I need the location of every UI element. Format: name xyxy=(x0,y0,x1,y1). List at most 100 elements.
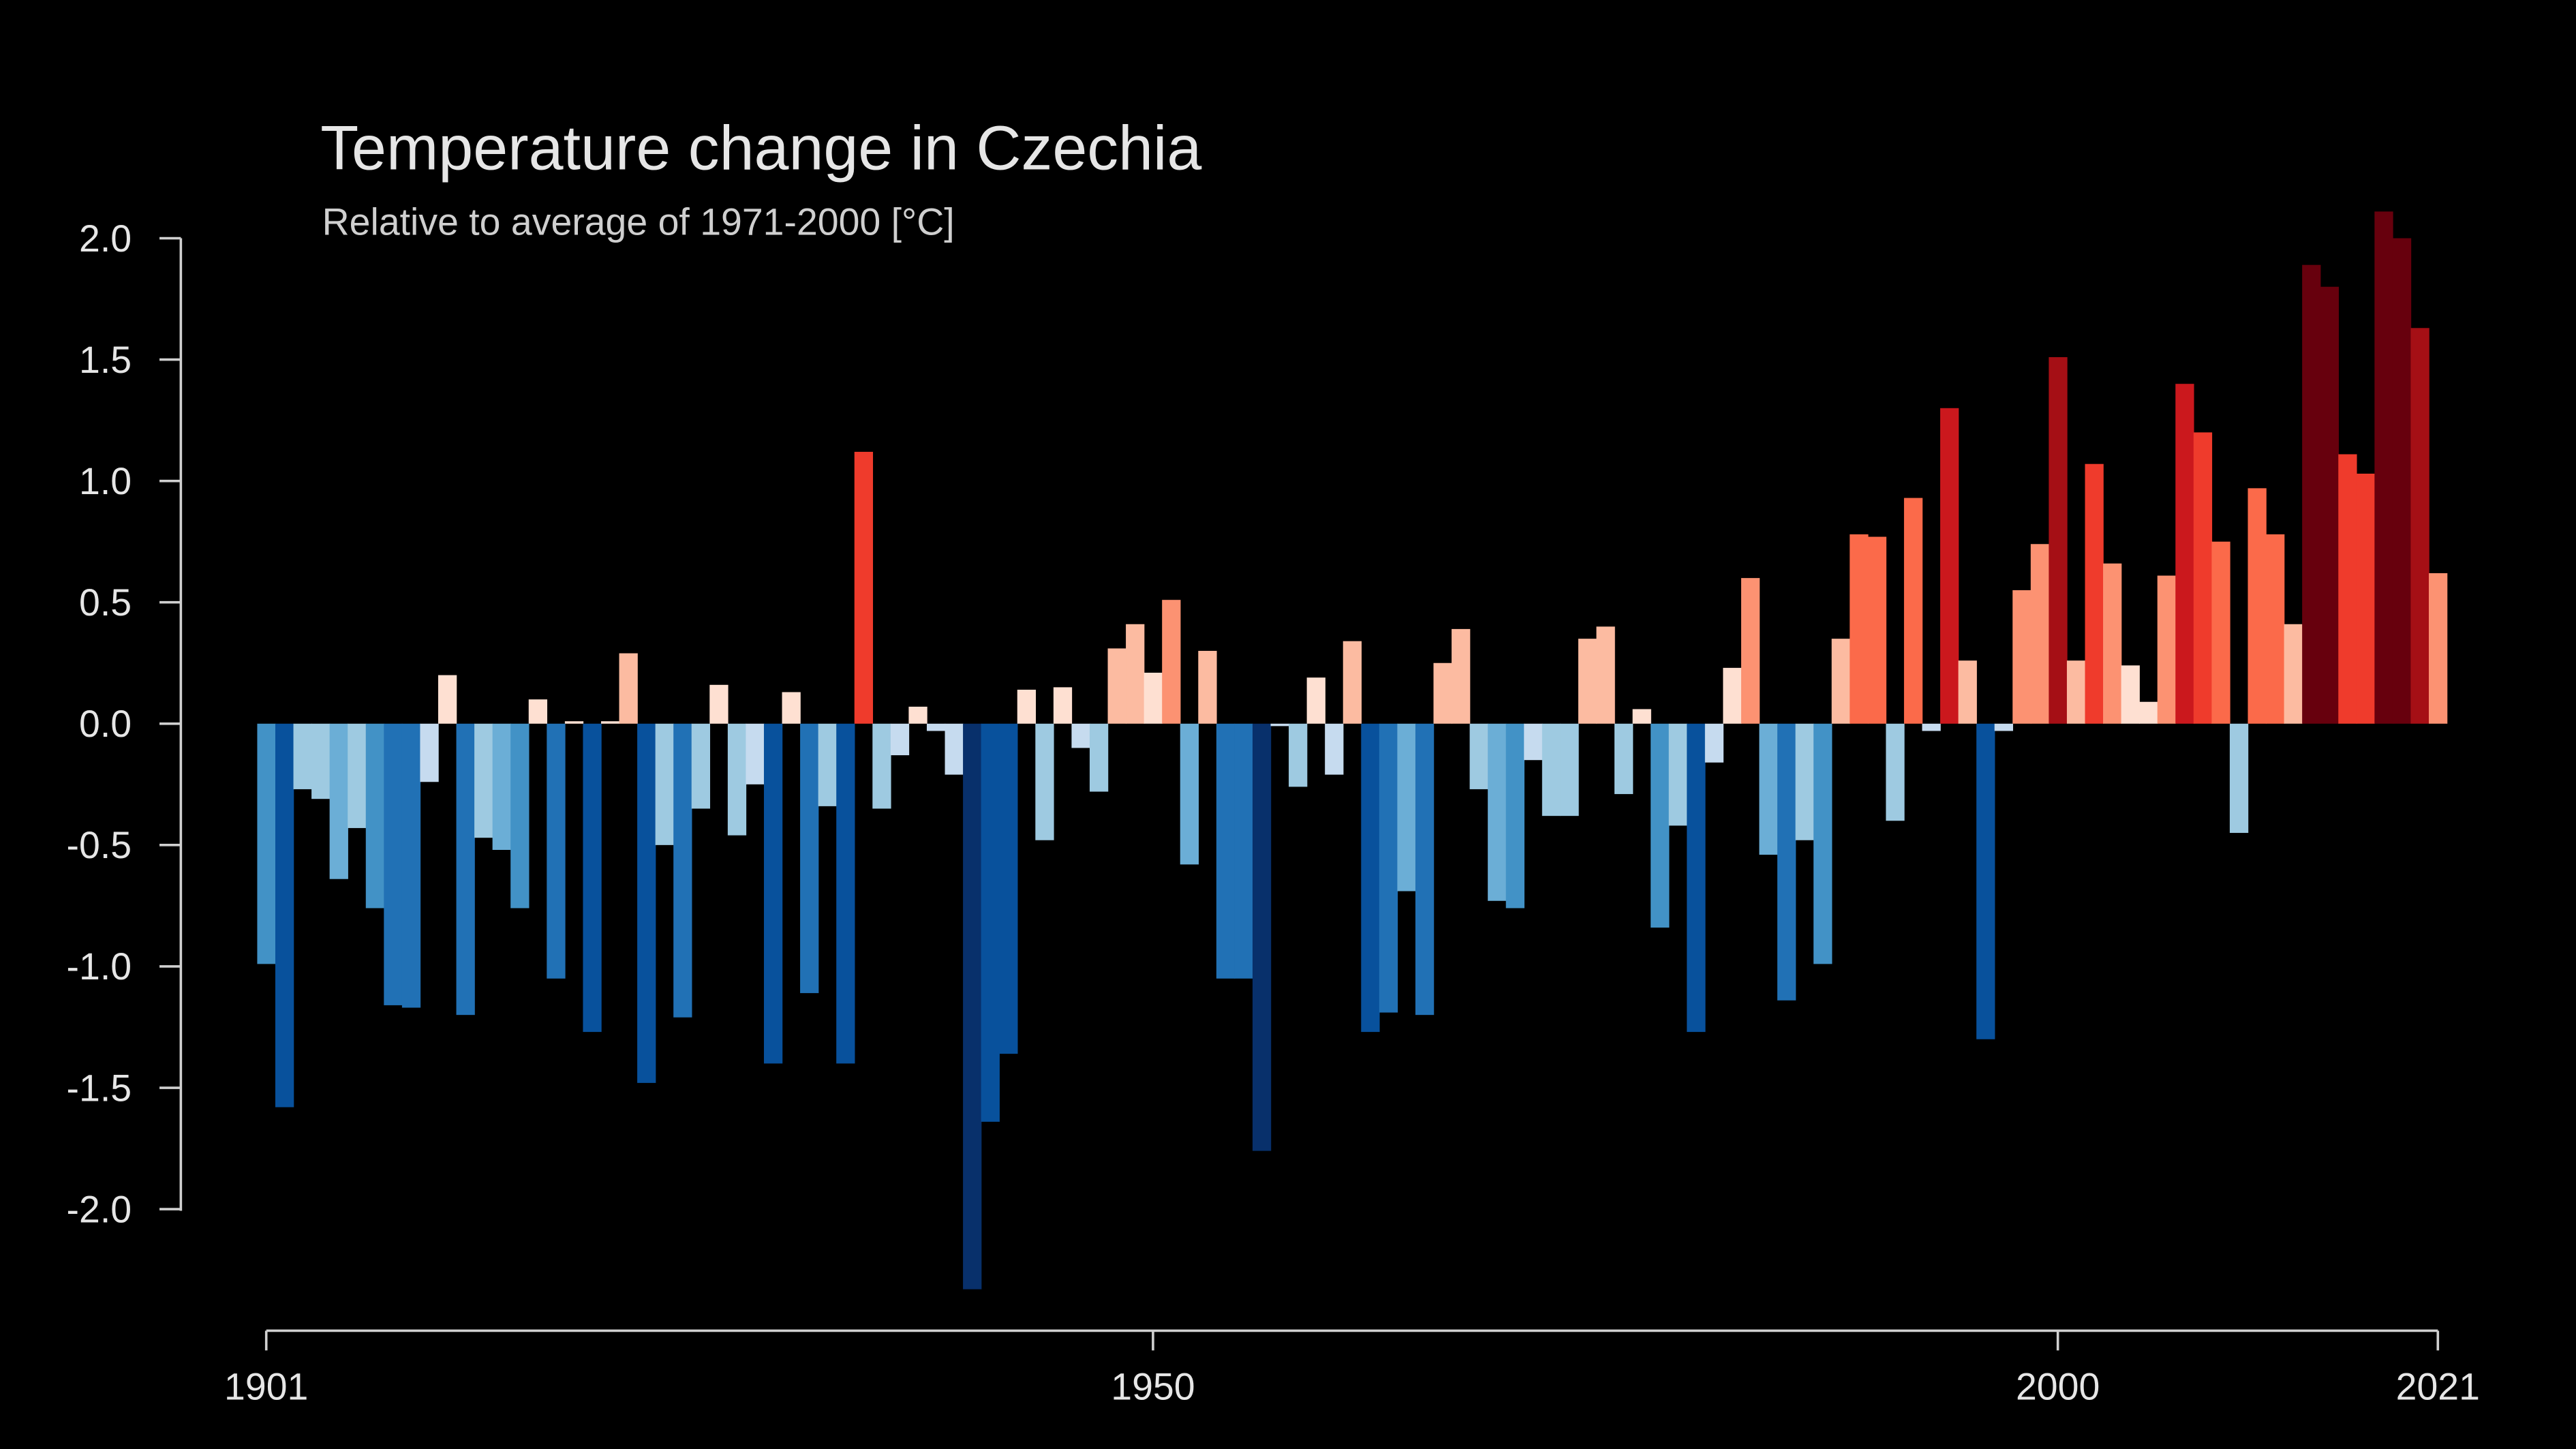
bar xyxy=(800,723,819,994)
y-tick-label: 1.0 xyxy=(79,460,132,502)
bar xyxy=(1704,723,1724,763)
y-tick-label: 2.0 xyxy=(79,217,132,260)
bar xyxy=(2338,454,2357,724)
bar xyxy=(1270,723,1289,727)
bar xyxy=(1234,723,1253,979)
bar xyxy=(365,723,385,909)
y-tick-label: -1.5 xyxy=(67,1067,132,1109)
y-tick-label: 0.0 xyxy=(79,703,132,745)
bar xyxy=(709,684,729,724)
bar xyxy=(2121,665,2140,724)
bar xyxy=(1813,723,1833,964)
bar xyxy=(1397,723,1416,891)
bar xyxy=(1361,723,1380,1033)
bar xyxy=(981,723,1000,1122)
bar xyxy=(1162,600,1181,724)
x-tick-label: 1950 xyxy=(1111,1366,1195,1408)
x-tick-label: 2021 xyxy=(2396,1366,2480,1408)
bar xyxy=(2012,590,2031,724)
bar xyxy=(1759,723,1778,855)
bar xyxy=(890,723,910,756)
bar xyxy=(329,723,348,879)
bar xyxy=(746,723,765,784)
bar xyxy=(2229,723,2249,834)
bar xyxy=(1850,534,1869,724)
bar xyxy=(2139,701,2158,724)
bar xyxy=(727,723,747,836)
bar xyxy=(1867,536,1887,724)
bar xyxy=(1035,723,1054,840)
bar xyxy=(1994,723,2013,731)
bar xyxy=(401,723,421,1008)
bar xyxy=(1560,723,1579,817)
x-tick-label: 1901 xyxy=(224,1366,308,1408)
bar xyxy=(1632,709,1651,724)
bar xyxy=(293,723,312,789)
bar xyxy=(257,723,276,964)
y-tick-label: -2.0 xyxy=(67,1188,132,1230)
bar xyxy=(1976,723,1995,1039)
bar xyxy=(1542,723,1561,817)
bar xyxy=(438,675,457,724)
bar xyxy=(2193,432,2213,724)
bar xyxy=(2410,328,2429,724)
bar xyxy=(2266,534,2285,724)
bar xyxy=(528,699,548,724)
bar xyxy=(1651,723,1670,928)
bar xyxy=(510,723,530,909)
bar xyxy=(1306,677,1325,724)
bar xyxy=(1777,723,1796,1001)
bar xyxy=(1198,650,1217,724)
bar xyxy=(1922,723,1941,731)
bar xyxy=(1107,648,1126,724)
bar xyxy=(1903,498,1923,724)
bar xyxy=(348,723,367,828)
bar xyxy=(1687,723,1706,1033)
bar xyxy=(547,723,566,979)
bar xyxy=(854,451,874,724)
bar xyxy=(1723,667,1742,724)
bar xyxy=(872,723,891,809)
bar xyxy=(1289,723,1308,787)
bar xyxy=(1505,723,1525,909)
bar xyxy=(1252,723,1272,1151)
x-tick-label: 2000 xyxy=(2016,1366,2100,1408)
bar xyxy=(2175,384,2194,724)
bar xyxy=(1433,662,1452,724)
bar xyxy=(275,723,294,1108)
bar xyxy=(2085,463,2104,724)
bar xyxy=(2374,211,2393,724)
bar xyxy=(2356,473,2376,724)
bar xyxy=(782,692,801,724)
bar xyxy=(2157,575,2176,724)
bar xyxy=(2429,573,2448,724)
bar xyxy=(1940,408,1959,724)
bar xyxy=(908,706,927,724)
bar xyxy=(673,723,692,1018)
bar xyxy=(1578,639,1597,724)
bar xyxy=(655,723,674,845)
y-tick-label: 1.5 xyxy=(79,339,132,381)
bar xyxy=(999,723,1018,1054)
bar xyxy=(1596,626,1615,724)
y-tick-label: 0.5 xyxy=(79,581,132,624)
bar xyxy=(2030,544,2050,724)
bar xyxy=(1126,624,1145,724)
bar xyxy=(1741,578,1760,724)
bar xyxy=(1452,628,1471,724)
bar xyxy=(763,723,783,1064)
bar xyxy=(1795,723,1814,840)
bar xyxy=(420,723,439,782)
bar xyxy=(2211,541,2230,724)
bar xyxy=(1668,723,1687,826)
bar xyxy=(1614,723,1634,795)
bar xyxy=(1379,723,1398,1013)
bar xyxy=(2066,660,2086,724)
bar xyxy=(1886,723,1905,821)
chart-title: Temperature change in Czechia xyxy=(320,113,1201,183)
bar xyxy=(619,653,638,724)
bar xyxy=(2284,624,2303,724)
bar xyxy=(2103,563,2122,724)
